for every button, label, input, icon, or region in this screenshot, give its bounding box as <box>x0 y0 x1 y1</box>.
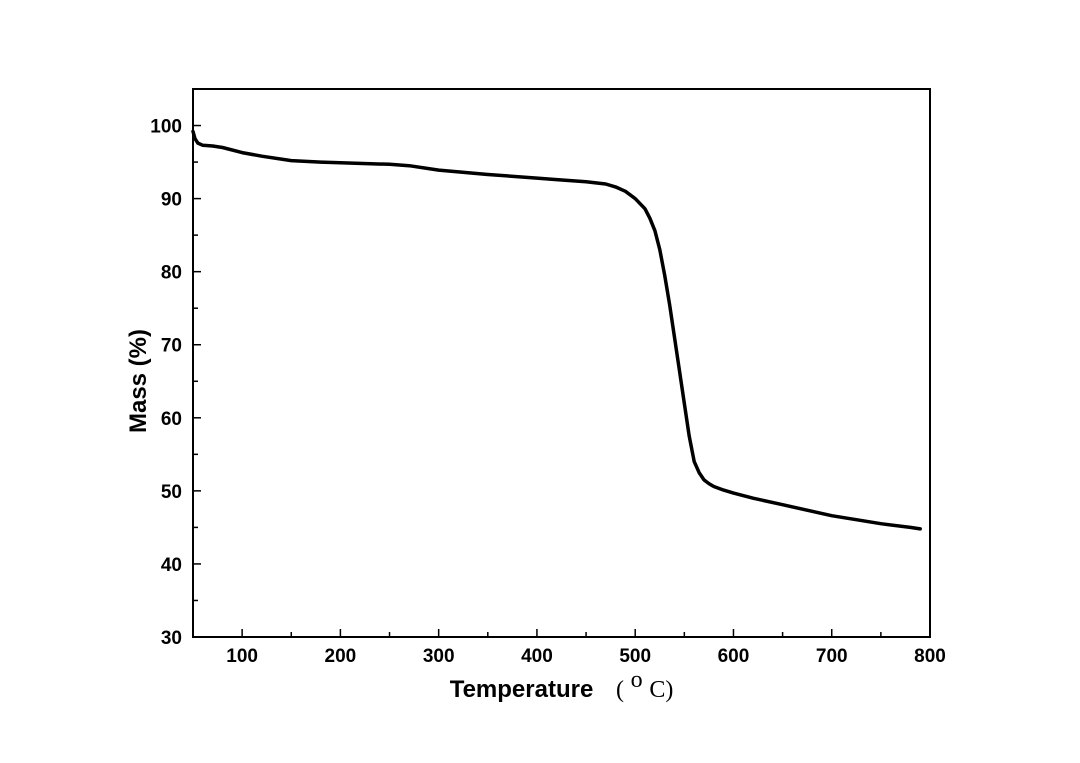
x-tick-label: 600 <box>718 646 750 667</box>
tick-labels: 100 200 300 400 500 600 700 800 30 40 50 60 70 80 90 10… <box>150 117 946 667</box>
axis-ticks <box>193 124 931 637</box>
x-tick-label: 300 <box>423 646 455 667</box>
y-tick-label: 70 <box>161 336 182 357</box>
x-axis-unit-degree: o <box>631 667 643 693</box>
x-axis-title-text: Temperature <box>450 676 594 703</box>
y-axis-title: Mass (%) <box>125 329 152 433</box>
y-tick-label: 60 <box>161 409 182 430</box>
x-tick-label: 400 <box>521 646 553 667</box>
y-tick-label: 100 <box>150 117 182 138</box>
x-tick-label: 500 <box>619 646 651 667</box>
x-axis-unit-celsius: C) <box>649 677 673 703</box>
plot-frame <box>192 88 931 638</box>
x-tick-label: 200 <box>325 646 357 667</box>
y-tick-label: 40 <box>161 555 182 576</box>
x-tick-label: 800 <box>914 646 946 667</box>
plot-area <box>191 129 922 531</box>
x-axis-title: Temperature ( o C) <box>450 666 674 703</box>
y-tick-label: 80 <box>161 263 182 284</box>
x-tick-label: 100 <box>226 646 258 667</box>
y-tick-label: 30 <box>161 628 182 649</box>
mass-series-line <box>191 129 922 531</box>
y-tick-label: 50 <box>161 482 182 503</box>
y-tick-label: 90 <box>161 190 182 211</box>
x-axis-unit-open: ( <box>616 677 624 703</box>
x-tick-label: 700 <box>816 646 848 667</box>
